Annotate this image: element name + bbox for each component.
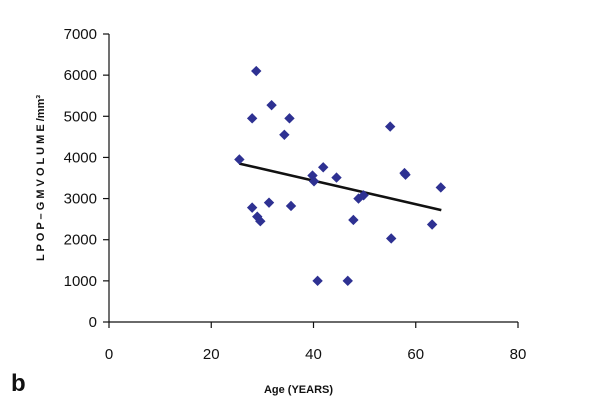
panel-label: b xyxy=(11,370,26,397)
data-point xyxy=(384,121,396,132)
data-point xyxy=(234,154,245,165)
trendline xyxy=(239,162,442,212)
data-point xyxy=(279,129,290,140)
x-tick-label: 20 xyxy=(203,346,220,363)
y-tick-label: 2000 xyxy=(64,232,97,249)
data-point xyxy=(426,219,438,230)
x-tick-label: 60 xyxy=(407,346,424,363)
data-point xyxy=(435,182,447,193)
y-tick-label: 5000 xyxy=(64,108,97,125)
y-tick-label: 7000 xyxy=(64,26,97,43)
trendline-group xyxy=(239,162,442,212)
data-point xyxy=(246,113,258,124)
data-point xyxy=(246,202,258,213)
data-point xyxy=(342,275,353,287)
data-point xyxy=(400,169,411,180)
data-points xyxy=(234,65,447,287)
data-point xyxy=(263,197,275,208)
data-point xyxy=(308,176,320,187)
y-axis-label: L P O P – G M V O L U M E /mm³ xyxy=(35,95,47,261)
data-point xyxy=(358,190,369,201)
data-point xyxy=(251,65,262,77)
x-tick-labels: 0 20 40 60 80 xyxy=(105,346,527,363)
data-point xyxy=(386,233,397,244)
y-tick-label: 4000 xyxy=(64,149,97,166)
x-axis-label: Age (YEARS) xyxy=(264,384,333,396)
x-tick-label: 40 xyxy=(305,346,322,363)
data-point xyxy=(312,275,323,287)
x-tick-label: 80 xyxy=(510,346,527,363)
y-tick-label: 6000 xyxy=(64,67,97,84)
data-point xyxy=(266,99,277,111)
axes xyxy=(103,33,519,328)
data-point xyxy=(285,200,297,212)
y-tick-label: 1000 xyxy=(64,273,97,290)
data-point xyxy=(331,172,342,183)
data-point xyxy=(255,216,266,227)
data-point xyxy=(318,162,329,173)
y-tick-label: 0 xyxy=(89,314,97,331)
y-tick-labels: 0 1000 2000 3000 4000 5000 6000 7000 xyxy=(64,26,97,331)
x-tick-label: 0 xyxy=(105,346,113,363)
data-point xyxy=(348,214,359,226)
data-point xyxy=(284,113,295,124)
y-tick-label: 3000 xyxy=(64,191,97,208)
